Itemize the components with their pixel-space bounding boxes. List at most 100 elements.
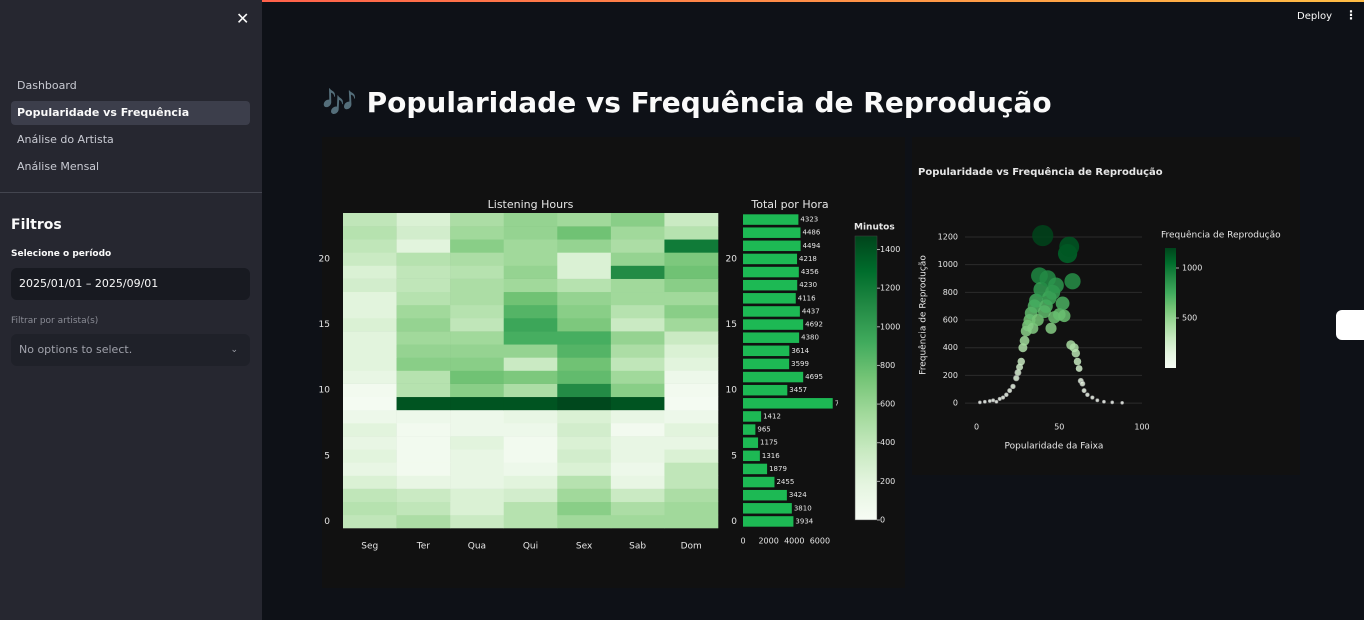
heat-cell — [610, 383, 665, 398]
heat-cell — [664, 396, 719, 411]
bar-label: 4218 — [799, 255, 817, 263]
heat-cell — [664, 213, 719, 227]
heat-cell — [503, 514, 558, 529]
bar-label: 1316 — [762, 452, 780, 460]
colorbar-tick-label: 200 — [880, 477, 895, 486]
heat-cell — [396, 514, 451, 529]
colorbar-tick-label: 1200 — [880, 284, 900, 293]
heat-cell — [503, 357, 558, 371]
date-input[interactable]: 2025/01/01 – 2025/09/01 — [11, 268, 250, 300]
bar-label: 4380 — [801, 334, 819, 342]
heat-cell — [343, 383, 397, 398]
heat-cell — [664, 370, 719, 384]
heat-cell — [503, 436, 558, 450]
heat-cell — [557, 501, 612, 516]
nav-item[interactable]: Dashboard — [17, 79, 77, 92]
x-tick-label: Dom — [681, 542, 702, 552]
heat-cell — [343, 318, 397, 332]
scatter-point — [997, 396, 1002, 401]
heat-cell — [664, 357, 719, 371]
chevron: ⌄ — [230, 345, 238, 355]
scatter-point — [982, 399, 987, 404]
heat-cell — [664, 383, 719, 398]
y-tick-label: 15 — [319, 320, 330, 330]
heat-cell — [610, 436, 665, 450]
heat-cell — [610, 318, 665, 332]
scatter-point — [1079, 380, 1086, 387]
heat-cell — [343, 462, 397, 476]
heat-cell — [503, 409, 558, 424]
heat-cell — [610, 213, 665, 227]
nav-item[interactable]: Análise Mensal — [17, 160, 100, 173]
bar — [743, 489, 787, 501]
chart-title: Total por Hora — [750, 198, 828, 211]
x-axis-title: Popularidade da Faixa — [1005, 442, 1104, 452]
heat-cell — [450, 501, 505, 516]
bar-label: 4230 — [799, 281, 817, 289]
nav-item[interactable]: Análise do Artista — [17, 133, 114, 146]
y-tick-label: 10 — [319, 386, 331, 396]
close-button[interactable]: ✕ — [236, 9, 250, 28]
bar — [743, 450, 760, 462]
heat-cell — [396, 475, 451, 489]
heat-cell — [343, 514, 397, 529]
y-tick-label: 800 — [943, 288, 958, 297]
heat-cell — [664, 501, 719, 516]
heat-cell — [503, 239, 558, 253]
heat-cell — [557, 436, 612, 450]
heat-cell — [557, 278, 612, 293]
heat-cell — [343, 291, 397, 306]
colorbar-tick-label: 1400 — [880, 245, 900, 254]
x-tick-label: Ter — [416, 542, 431, 552]
x-tick-label: Seg — [361, 542, 378, 552]
bar-label: 4116 — [798, 294, 816, 302]
heat-cell — [664, 331, 719, 345]
heat-cell — [557, 383, 612, 398]
heat-cell — [557, 396, 612, 411]
bar — [743, 424, 756, 435]
nav-item[interactable]: Popularidade vs Frequência — [11, 101, 250, 125]
bar-group: 3934 3810 3424 2455 1879 1316 1175 965 1412 7000 3… — [743, 214, 853, 527]
bar — [743, 398, 833, 409]
heat-cell — [664, 488, 719, 503]
deploy-button[interactable]: Deploy — [1297, 11, 1333, 22]
colorbar-tick-label: 500 — [1182, 314, 1197, 323]
artist-label: Filtrar por artista(s) — [11, 316, 99, 326]
heat-cell — [343, 357, 397, 371]
heat-cell — [343, 331, 397, 345]
heat-cell — [610, 409, 665, 424]
top-decoration — [0, 0, 1364, 2]
heat-cell — [610, 265, 665, 279]
artist-select[interactable]: No options to select. ⌄ — [11, 334, 250, 366]
colorbar-tick-label: 800 — [880, 361, 895, 370]
bar — [743, 503, 792, 514]
floating-widget[interactable] — [1336, 310, 1364, 340]
bar-label: 1879 — [769, 465, 787, 473]
bar — [743, 253, 798, 265]
sidebar: ✕ Dashboard Popularidade vs Frequência A… — [0, 0, 262, 620]
period-label: Selecione o período — [11, 249, 112, 259]
bar-label: 7000 — [835, 399, 853, 407]
heat-cell — [503, 278, 558, 293]
heat-cell — [396, 436, 451, 450]
heat-cell — [396, 370, 451, 384]
heat-cell — [396, 383, 451, 398]
heat-cell — [664, 318, 719, 332]
scatter-point — [1095, 398, 1100, 403]
x-tick-label: Qua — [468, 542, 486, 552]
scatter-point — [1017, 357, 1025, 366]
heat-cell — [664, 514, 719, 529]
heat-cell — [557, 475, 612, 489]
scatter-point — [1010, 383, 1016, 390]
heat-cell — [610, 291, 665, 306]
heat-cell — [396, 226, 451, 240]
colorbar — [1165, 248, 1176, 368]
heat-cell — [557, 357, 612, 371]
bar — [743, 345, 790, 357]
scatter-point — [1075, 365, 1083, 372]
heat-cell — [503, 304, 558, 319]
menu-button[interactable]: ⋮ — [1345, 8, 1357, 22]
scatter-point — [991, 398, 996, 403]
bar — [743, 384, 788, 396]
